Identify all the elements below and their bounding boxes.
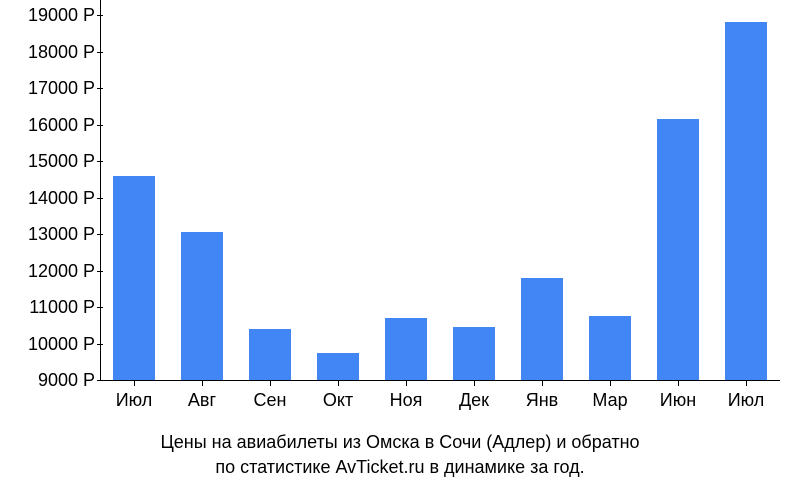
x-tick-mark <box>678 380 679 386</box>
y-axis: 9000 P10000 P11000 P12000 P13000 P14000 … <box>0 15 95 380</box>
x-tick-label: Июл <box>712 390 780 411</box>
x-axis-labels: ИюлАвгСенОктНояДекЯнвМарИюнИюл <box>100 390 780 411</box>
x-tick-mark <box>134 380 135 386</box>
bar <box>385 318 427 380</box>
plot-area <box>100 15 780 380</box>
x-tick-mark <box>542 380 543 386</box>
bar-slot <box>236 15 304 380</box>
x-tick-label: Авг <box>168 390 236 411</box>
x-tick-mark <box>474 380 475 386</box>
x-tick-label: Июн <box>644 390 712 411</box>
x-tick-label: Янв <box>508 390 576 411</box>
price-chart: 9000 P 10000 P 11000 P 12000 P 13000 P 14000 … <box>0 0 800 500</box>
y-tick-label: 11000 P <box>0 298 95 316</box>
y-tick-label: 12000 P <box>0 262 95 280</box>
y-tick-label: 18000 P <box>0 43 95 61</box>
bar <box>521 278 563 380</box>
y-tick-label: 15000 P <box>0 152 95 170</box>
chart-caption: Цены на авиабилеты из Омска в Сочи (Адле… <box>0 430 800 480</box>
bar-slot <box>508 15 576 380</box>
bar <box>589 316 631 380</box>
y-tick-label: 14000 P <box>0 189 95 207</box>
bar-slot <box>372 15 440 380</box>
bar-slot <box>440 15 508 380</box>
bar-slot <box>100 15 168 380</box>
bar <box>249 329 291 380</box>
bar <box>113 176 155 380</box>
bar-slot <box>168 15 236 380</box>
caption-line-1: Цены на авиабилеты из Омска в Сочи (Адле… <box>0 430 800 455</box>
x-tick-mark <box>406 380 407 386</box>
y-tick-label: 19000 P <box>0 6 95 24</box>
x-tick-label: Июл <box>100 390 168 411</box>
x-tick-mark <box>338 380 339 386</box>
x-tick-mark <box>746 380 747 386</box>
caption-line-2: по статистике AvTicket.ru в динамике за … <box>0 455 800 480</box>
bar <box>725 22 767 380</box>
x-tick-label: Ноя <box>372 390 440 411</box>
x-tick-mark <box>270 380 271 386</box>
x-tick-mark <box>202 380 203 386</box>
x-tick-mark <box>610 380 611 386</box>
bar <box>317 353 359 380</box>
bar-slot <box>712 15 780 380</box>
bar <box>453 327 495 380</box>
x-tick-label: Сен <box>236 390 304 411</box>
y-tick-label: 17000 P <box>0 79 95 97</box>
x-tick-label: Окт <box>304 390 372 411</box>
x-tick-label: Дек <box>440 390 508 411</box>
y-tick-label: 9000 P <box>0 371 95 389</box>
bar-slot <box>644 15 712 380</box>
bar-slot <box>576 15 644 380</box>
y-tick-label: 13000 P <box>0 225 95 243</box>
y-tick-label: 10000 P <box>0 335 95 353</box>
bars-group <box>100 15 780 380</box>
y-tick-label: 16000 P <box>0 116 95 134</box>
x-tick-label: Мар <box>576 390 644 411</box>
bar <box>181 232 223 380</box>
bar-slot <box>304 15 372 380</box>
bar <box>657 119 699 380</box>
